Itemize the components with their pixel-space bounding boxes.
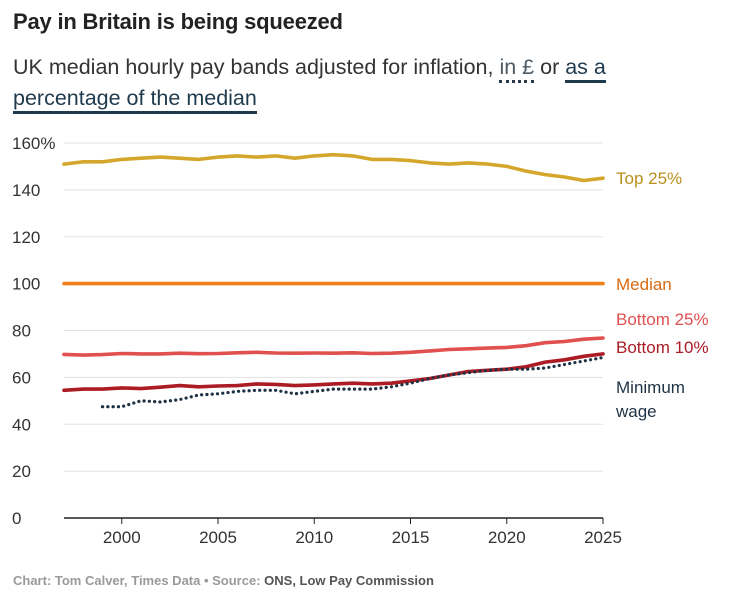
y-tick-label: 40 xyxy=(12,415,31,434)
y-axis: 0 20 40 60 80 100 120 140 160% xyxy=(12,134,55,528)
series-label-median: Median xyxy=(616,275,672,294)
y-tick-label: 160% xyxy=(12,134,55,153)
series-label-minimum_wage: Minimum xyxy=(616,378,685,397)
chart-title: Pay in Britain is being squeezed xyxy=(13,9,343,34)
y-tick-label: 120 xyxy=(12,228,40,247)
chart-subtitle: UK median hourly pay bands adjusted for … xyxy=(13,52,713,114)
y-tick-label: 0 xyxy=(12,509,21,528)
toggle-percentage-button[interactable]: as a percentage of the median xyxy=(13,55,606,114)
subtitle-text: UK median hourly pay bands adjusted for … xyxy=(13,55,494,79)
series-line-bottom10 xyxy=(62,352,605,393)
x-axis: 2000 2005 2010 2015 2020 2025 xyxy=(103,518,622,547)
x-tick-label: 2025 xyxy=(584,528,622,547)
y-tick-label: 100 xyxy=(12,275,40,294)
toggle-pounds-button[interactable]: in £ xyxy=(499,55,535,83)
chart-gridlines xyxy=(64,142,603,519)
subtitle-or: or xyxy=(540,55,560,79)
series-labels: Top 25% Median Bottom 25% Bottom 10% Minimum… xyxy=(615,169,709,421)
series-line-minimum_wage xyxy=(100,355,605,409)
x-tick-label: 2015 xyxy=(392,528,430,547)
series-label-bottom25: Bottom 25% xyxy=(616,310,709,329)
y-tick-label: 140 xyxy=(12,181,40,200)
chart-series xyxy=(62,152,605,409)
y-tick-label: 60 xyxy=(12,368,31,387)
series-line-bottom25 xyxy=(62,336,605,357)
y-tick-label: 80 xyxy=(12,322,31,341)
x-tick-label: 2005 xyxy=(199,528,237,547)
footer-source: ONS, Low Pay Commission xyxy=(264,573,434,588)
footer-credit: Chart: Tom Calver, Times Data • Source: xyxy=(13,573,265,588)
series-label-bottom10: Bottom 10% xyxy=(616,338,709,357)
x-tick-label: 2010 xyxy=(295,528,333,547)
y-tick-label: 20 xyxy=(12,462,31,481)
x-tick-label: 2020 xyxy=(488,528,526,547)
series-label-top25: Top 25% xyxy=(616,169,682,188)
series-label-minimum_wage: wage xyxy=(615,402,657,421)
series-line-top25 xyxy=(62,152,605,183)
x-tick-label: 2000 xyxy=(103,528,141,547)
chart-footer: Chart: Tom Calver, Times Data • Source: … xyxy=(13,573,434,588)
